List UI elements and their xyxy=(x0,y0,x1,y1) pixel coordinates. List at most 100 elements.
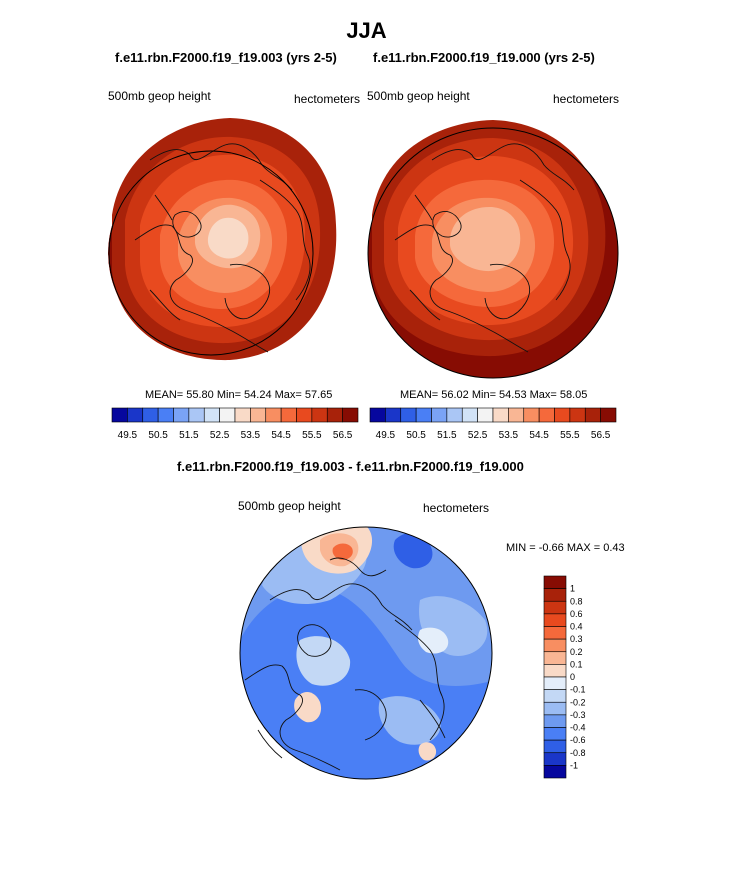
colorbar-difference-tick-label: -0.1 xyxy=(570,685,586,695)
diff-variable-label: 500mb geop height xyxy=(238,499,341,513)
colorbar-panel1-tick-label: 50.5 xyxy=(148,430,168,441)
colorbar-panel2-swatch xyxy=(369,407,386,423)
colorbar-difference-swatch xyxy=(543,739,567,754)
panel2-subtitle: f.e11.rbn.F2000.f19_f19.000 (yrs 2-5) xyxy=(373,50,595,65)
colorbar-panel1-swatch xyxy=(142,407,159,423)
map-difference xyxy=(239,526,493,780)
colorbar-difference-swatch xyxy=(543,651,567,665)
colorbar-panel1-tick-label: 56.5 xyxy=(333,430,353,441)
colorbar-panel2: 49.5 50.5 51.5 52.5 53.5 54.5 55.5 56.5 xyxy=(369,407,617,441)
diff-stats: MIN = -0.66 MAX = 0.43 xyxy=(506,542,625,554)
colorbar-panel1-swatch xyxy=(280,407,297,423)
colorbar-panel2-tick-label: 51.5 xyxy=(437,430,457,441)
colorbar-difference-swatch xyxy=(543,676,567,690)
colorbar-panel2-swatch xyxy=(600,407,617,423)
colorbar-panel1-swatch xyxy=(296,407,313,423)
colorbar-panel2-tick-label: 50.5 xyxy=(406,430,426,441)
colorbar-panel1-tick-label: 49.5 xyxy=(118,430,138,441)
colorbar-difference-tick-label: -0.2 xyxy=(570,697,586,707)
colorbar-panel1-swatch xyxy=(157,407,174,423)
colorbar-difference-swatch xyxy=(543,689,567,703)
colorbar-panel1-swatch xyxy=(127,407,144,423)
colorbar-difference-tick-label: -1 xyxy=(570,760,578,770)
colorbar-difference-tick-label: 0.4 xyxy=(570,622,583,632)
colorbar-panel2-tick-label: 52.5 xyxy=(468,430,488,441)
colorbar-panel1-swatch xyxy=(311,407,328,423)
panel2-units-label: hectometers xyxy=(553,92,620,106)
colorbar-panel1-swatch xyxy=(219,407,236,423)
colorbar-panel2-tick-label: 53.5 xyxy=(499,430,519,441)
colorbar-difference-swatch xyxy=(543,588,567,602)
panel2-variable-label: 500mb geop height xyxy=(367,89,470,103)
colorbar-panel2-swatch xyxy=(538,407,555,423)
colorbar-panel2-swatch xyxy=(415,407,432,423)
colorbar-panel2-swatch xyxy=(569,407,586,423)
coastlines-difference xyxy=(244,557,446,771)
diff-subtitle: f.e11.rbn.F2000.f19_f19.003 - f.e11.rbn.… xyxy=(177,459,524,474)
map-panel2 xyxy=(367,120,619,379)
colorbar-panel1-swatch xyxy=(111,407,128,423)
panel1-stats: MEAN= 55.80 Min= 54.24 Max= 57.65 xyxy=(145,389,333,401)
colorbar-panel2-tick-label: 49.5 xyxy=(376,430,396,441)
colorbar-panel1-swatch xyxy=(234,407,251,423)
colorbar-difference-tick-label: 0.2 xyxy=(570,647,583,657)
colorbar-panel1-swatch xyxy=(265,407,282,423)
colorbar-difference-swatch xyxy=(543,752,567,766)
colorbar-difference-swatch xyxy=(543,613,567,627)
colorbar-difference-swatch xyxy=(543,714,567,728)
panel2-stats: MEAN= 56.02 Min= 54.53 Max= 58.05 xyxy=(400,389,588,401)
colorbar-difference-tick-label: 0.6 xyxy=(570,609,583,619)
panel1-units-label: hectometers xyxy=(294,92,361,106)
colorbar-panel2-swatch xyxy=(523,407,540,423)
colorbar-difference-tick-label: 0.1 xyxy=(570,659,583,669)
colorbar-panel2-tick-label: 54.5 xyxy=(529,430,549,441)
diff-units-label: hectometers xyxy=(423,501,490,515)
colorbar-panel2-tick-label: 55.5 xyxy=(560,430,580,441)
colorbar-difference-swatch xyxy=(543,727,567,741)
colorbar-difference-swatch xyxy=(543,638,567,653)
colorbar-panel2-swatch xyxy=(461,407,478,423)
colorbar-panel1: 49.5 50.5 51.5 52.5 53.5 54.5 55.5 56.5 xyxy=(111,407,359,441)
figure-title: JJA xyxy=(346,18,387,43)
colorbar-panel1-swatch xyxy=(173,407,190,423)
colorbar-difference-swatch xyxy=(543,664,567,678)
colorbar-panel2-swatch xyxy=(385,407,402,423)
colorbar-panel2-swatch xyxy=(584,407,601,423)
colorbar-panel1-tick-label: 51.5 xyxy=(179,430,199,441)
colorbar-difference-swatch xyxy=(543,626,567,640)
colorbar-panel1-swatch xyxy=(250,407,267,423)
colorbar-difference-tick-label: 0 xyxy=(570,672,575,682)
colorbar-panel1-tick-label: 55.5 xyxy=(302,430,322,441)
coastlines-panel1 xyxy=(134,143,311,353)
colorbar-difference-swatch xyxy=(543,701,567,716)
colorbar-panel1-tick-label: 54.5 xyxy=(271,430,291,441)
colorbar-difference-swatch xyxy=(543,765,567,779)
colorbar-panel2-swatch xyxy=(492,407,509,423)
map-panel1 xyxy=(108,118,337,361)
colorbar-difference-tick-label: -0.3 xyxy=(570,710,586,720)
colorbar-panel1-swatch xyxy=(342,407,359,423)
panel1-variable-label: 500mb geop height xyxy=(108,89,211,103)
colorbar-difference-tick-label: -0.4 xyxy=(570,723,586,733)
colorbar-difference-tick-label: 1 xyxy=(570,584,575,594)
colorbar-panel2-tick-label: 56.5 xyxy=(591,430,611,441)
colorbar-panel2-swatch xyxy=(477,407,494,423)
colorbar-panel2-swatch xyxy=(446,407,463,423)
panel1-subtitle: f.e11.rbn.F2000.f19_f19.003 (yrs 2-5) xyxy=(115,50,337,65)
colorbar-difference-swatch xyxy=(543,600,567,615)
colorbar-panel1-swatch xyxy=(188,407,205,423)
colorbar-panel1-swatch xyxy=(326,407,343,423)
coastlines-panel2 xyxy=(394,143,575,353)
colorbar-difference-swatch xyxy=(543,575,567,589)
colorbar-difference-tick-label: 0.8 xyxy=(570,596,583,606)
colorbar-difference-tick-label: -0.6 xyxy=(570,735,586,745)
colorbar-difference-tick-label: 0.3 xyxy=(570,634,583,644)
colorbar-difference: 1 0.8 0.6 0.4 0.3 0.2 0.1 0 -0.1 -0.2 -0.3 -0.4 -0.6… xyxy=(543,575,586,779)
colorbar-panel2-swatch xyxy=(431,407,448,423)
colorbar-panel2-swatch xyxy=(554,407,571,423)
colorbar-difference-tick-label: -0.8 xyxy=(570,748,586,758)
colorbar-panel1-tick-label: 52.5 xyxy=(210,430,230,441)
colorbar-panel2-swatch xyxy=(508,407,525,423)
colorbar-panel1-swatch xyxy=(203,407,220,423)
